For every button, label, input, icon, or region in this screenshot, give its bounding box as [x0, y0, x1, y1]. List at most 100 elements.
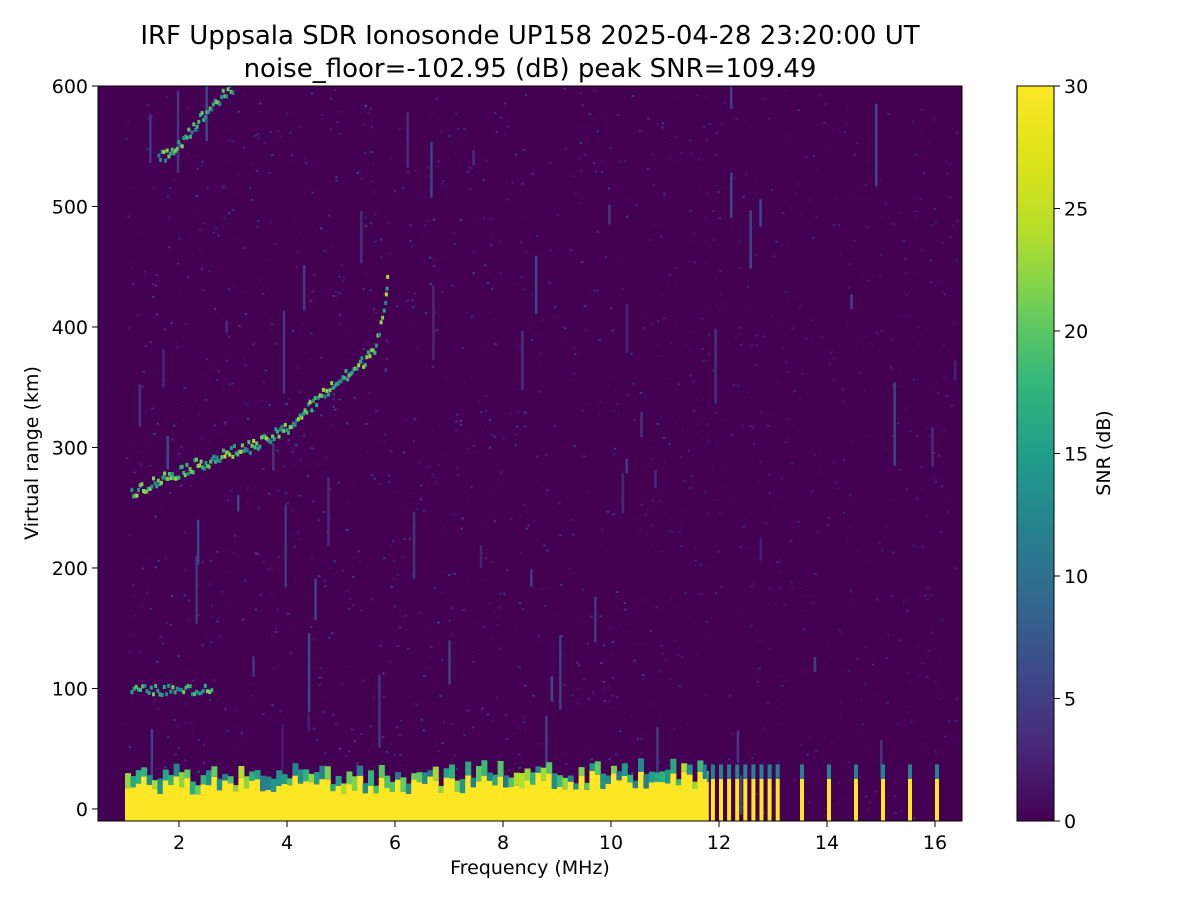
noise-cell: [814, 573, 817, 576]
noise-cell: [489, 311, 492, 314]
f-layer-cell: [287, 430, 290, 435]
noise-cell: [428, 256, 432, 259]
noise-cell: [859, 699, 863, 702]
noise-cell: [187, 652, 190, 655]
noise-cell: [679, 419, 683, 421]
noise-cell: [653, 446, 656, 449]
noise-cell: [604, 256, 608, 259]
ground-clutter-cell: [125, 788, 131, 821]
noise-cell: [938, 656, 941, 659]
noise-cell: [674, 385, 677, 388]
noise-cell: [879, 580, 883, 583]
noise-cell: [329, 97, 333, 100]
noise-cell: [353, 396, 356, 399]
noise-cell: [358, 629, 361, 632]
noise-cell: [187, 275, 190, 278]
f-layer-cell: [360, 356, 364, 361]
noise-cell: [871, 663, 875, 666]
noise-cell: [537, 635, 540, 638]
f-layer-cell: [260, 435, 263, 440]
noise-cell: [365, 451, 369, 454]
noise-cell: [389, 661, 392, 664]
sounding-line: [743, 778, 748, 821]
noise-cell: [712, 238, 716, 241]
noise-cell: [772, 157, 775, 160]
noise-cell: [759, 692, 763, 695]
noise-cell: [900, 810, 903, 813]
noise-cell: [669, 760, 672, 762]
ground-clutter-fringe: [427, 770, 434, 777]
ground-clutter-cell: [341, 793, 347, 821]
noise-cell: [516, 283, 519, 286]
ground-clutter-cell: [497, 776, 504, 821]
noise-cell: [485, 159, 489, 162]
noise-cell: [262, 431, 265, 434]
noise-cell: [764, 435, 768, 438]
noise-cell: [435, 681, 438, 684]
noise-cell: [508, 409, 512, 412]
noise-cell: [433, 587, 436, 589]
noise-cell: [918, 130, 922, 133]
noise-cell: [610, 248, 613, 251]
f-layer-cell: [218, 458, 222, 463]
noise-cell: [213, 424, 216, 427]
noise-cell: [296, 144, 300, 147]
noise-cell: [388, 253, 391, 256]
noise-cell: [336, 121, 339, 124]
noise-cell: [531, 556, 535, 559]
ground-clutter-cell: [470, 787, 477, 821]
noise-cell: [231, 382, 235, 385]
f-layer-cell: [228, 452, 232, 457]
noise-cell: [588, 113, 592, 115]
ground-clutter-fringe: [368, 770, 374, 786]
noise-cell: [187, 619, 190, 622]
noise-cell: [402, 187, 405, 190]
noise-cell: [189, 694, 193, 697]
noise-cell: [921, 153, 924, 156]
noise-cell: [661, 652, 664, 655]
noise-cell: [744, 432, 747, 435]
noise-cell: [225, 127, 229, 130]
noise-cell: [922, 386, 926, 389]
noise-cell: [948, 196, 951, 199]
noise-cell: [863, 88, 866, 91]
noise-cell: [324, 585, 327, 588]
ground-clutter-fringe: [243, 776, 250, 789]
interference-streak: [730, 172, 733, 218]
ground-clutter-fringe: [189, 781, 196, 795]
noise-cell: [808, 110, 811, 113]
noise-cell: [834, 481, 838, 484]
noise-cell: [768, 473, 771, 476]
noise-cell: [829, 352, 832, 355]
noise-cell: [470, 486, 473, 489]
noise-cell: [152, 283, 155, 286]
noise-cell: [682, 650, 686, 653]
noise-cell: [240, 732, 243, 735]
noise-cell: [303, 156, 306, 159]
noise-cell: [388, 276, 392, 279]
noise-cell: [811, 490, 814, 493]
noise-cell: [745, 306, 748, 308]
noise-cell: [269, 222, 272, 224]
f-layer-cell: [140, 482, 144, 487]
noise-cell: [923, 495, 927, 498]
noise-cell: [286, 624, 290, 627]
noise-cell: [838, 129, 841, 132]
noise-cell: [469, 187, 472, 190]
interference-streak: [479, 545, 483, 568]
noise-cell: [195, 399, 198, 402]
noise-cell: [849, 590, 852, 593]
noise-cell: [337, 387, 341, 390]
noise-cell: [677, 383, 680, 386]
noise-cell: [304, 420, 307, 423]
noise-cell: [885, 500, 888, 502]
noise-cell: [349, 597, 352, 600]
ground-clutter-fringe: [227, 776, 234, 784]
ground-clutter-cell: [492, 785, 499, 821]
y-tick-label: 0: [76, 799, 88, 821]
noise-cell: [893, 795, 896, 798]
ground-clutter-fringe: [341, 783, 347, 794]
noise-cell: [514, 560, 517, 563]
noise-cell: [814, 587, 818, 590]
noise-cell: [565, 167, 569, 170]
